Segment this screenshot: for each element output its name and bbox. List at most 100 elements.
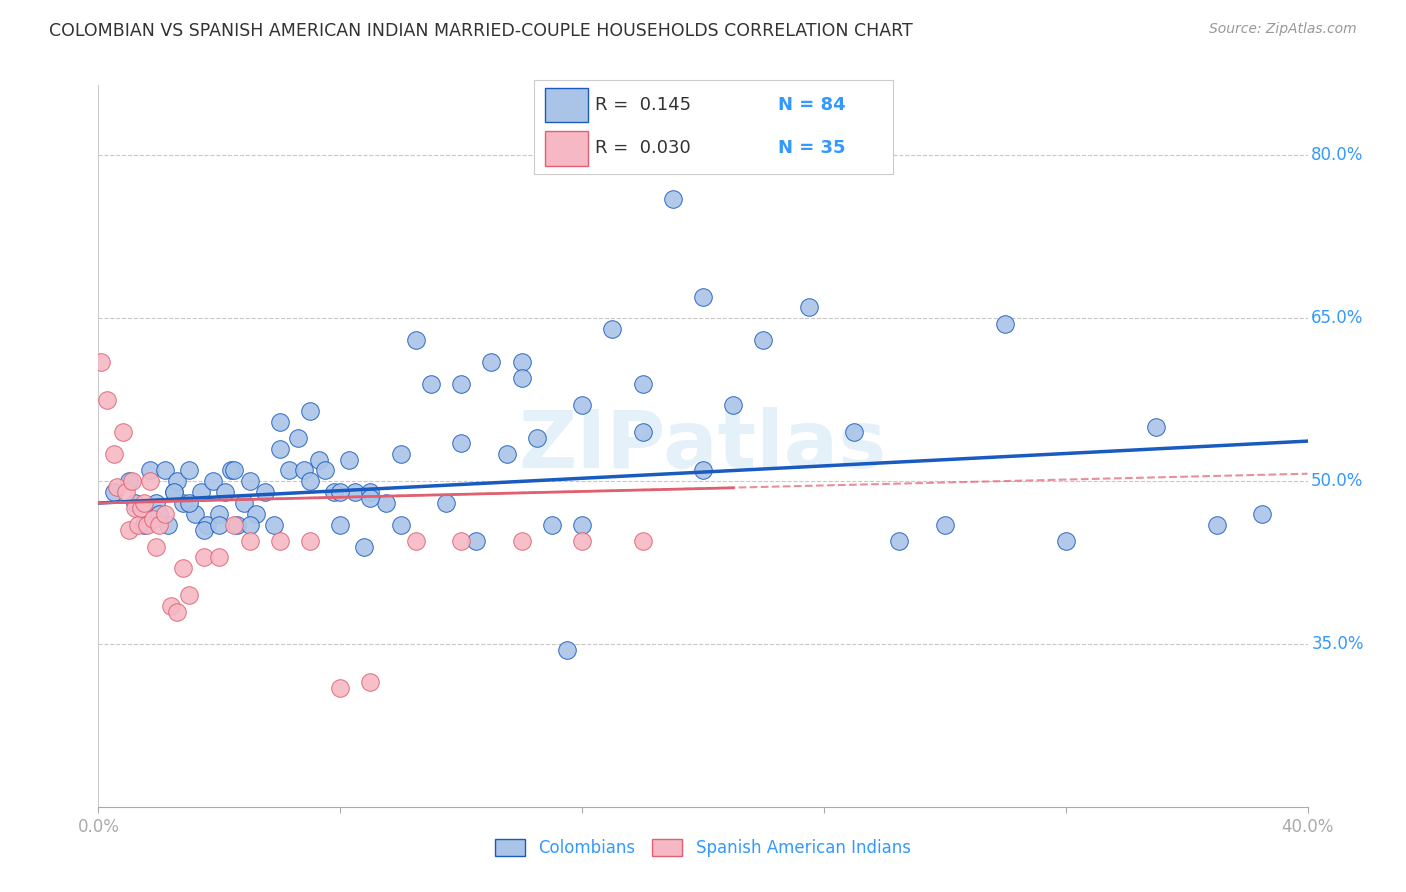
- Point: [389, 447, 412, 461]
- Point: [344, 485, 367, 500]
- Point: [121, 475, 143, 489]
- Point: [148, 507, 170, 521]
- Point: [135, 517, 157, 532]
- Point: [129, 501, 152, 516]
- Point: [208, 550, 231, 565]
- Point: [105, 480, 128, 494]
- Text: R =  0.145: R = 0.145: [595, 95, 692, 113]
- Legend: Colombians, Spanish American Indians: Colombians, Spanish American Indians: [489, 832, 917, 864]
- Text: N = 35: N = 35: [778, 139, 845, 157]
- Point: [405, 534, 427, 549]
- Point: [156, 517, 179, 532]
- Point: [277, 463, 299, 477]
- Point: [389, 517, 412, 532]
- Point: [292, 463, 315, 477]
- Point: [132, 517, 155, 532]
- Point: [299, 534, 322, 549]
- Point: [224, 463, 246, 477]
- Point: [166, 475, 188, 489]
- Point: [166, 605, 188, 619]
- Point: [934, 517, 956, 532]
- Point: [314, 463, 336, 477]
- Point: [692, 290, 714, 304]
- Point: [450, 534, 472, 549]
- Point: [1251, 507, 1274, 521]
- Point: [329, 681, 352, 695]
- Point: [481, 355, 503, 369]
- Point: [287, 431, 309, 445]
- Point: [752, 333, 775, 347]
- Point: [163, 485, 186, 500]
- Point: [224, 517, 246, 532]
- Point: [214, 485, 236, 500]
- Point: [308, 452, 330, 467]
- FancyBboxPatch shape: [546, 87, 588, 122]
- Point: [179, 463, 201, 477]
- Point: [1054, 534, 1077, 549]
- Point: [1144, 420, 1167, 434]
- Point: [299, 475, 322, 489]
- Point: [844, 425, 866, 440]
- Point: [692, 463, 714, 477]
- Point: [239, 534, 262, 549]
- Point: [602, 322, 624, 336]
- Point: [269, 442, 291, 456]
- Point: [202, 475, 225, 489]
- Point: [269, 415, 291, 429]
- Point: [239, 475, 262, 489]
- Point: [329, 517, 352, 532]
- Point: [96, 392, 118, 407]
- Point: [661, 192, 683, 206]
- Point: [148, 517, 170, 532]
- Point: [208, 507, 231, 521]
- Text: 65.0%: 65.0%: [1312, 310, 1364, 327]
- Point: [360, 491, 382, 505]
- Point: [337, 452, 360, 467]
- Text: N = 84: N = 84: [778, 95, 845, 113]
- Point: [172, 496, 194, 510]
- Point: [405, 333, 427, 347]
- Point: [263, 517, 285, 532]
- Point: [631, 534, 654, 549]
- FancyBboxPatch shape: [546, 131, 588, 166]
- Text: 80.0%: 80.0%: [1312, 146, 1364, 164]
- Point: [555, 642, 578, 657]
- Point: [510, 534, 533, 549]
- Point: [179, 496, 201, 510]
- Point: [510, 371, 533, 385]
- Point: [142, 512, 165, 526]
- Point: [153, 507, 176, 521]
- Point: [132, 496, 155, 510]
- Point: [994, 317, 1017, 331]
- Point: [797, 301, 820, 315]
- Point: [139, 463, 162, 477]
- Point: [889, 534, 911, 549]
- Point: [195, 517, 218, 532]
- Point: [434, 496, 457, 510]
- Point: [465, 534, 488, 549]
- Point: [111, 425, 134, 440]
- Point: [90, 355, 112, 369]
- Point: [184, 507, 207, 521]
- Point: [193, 550, 215, 565]
- Point: [571, 398, 593, 412]
- Point: [179, 588, 201, 602]
- Point: [103, 447, 125, 461]
- Point: [127, 517, 149, 532]
- Text: 35.0%: 35.0%: [1312, 635, 1364, 653]
- Point: [571, 534, 593, 549]
- Point: [163, 485, 186, 500]
- Point: [139, 475, 162, 489]
- Point: [118, 523, 141, 537]
- Point: [145, 540, 167, 554]
- Point: [226, 517, 249, 532]
- Point: [221, 463, 243, 477]
- Point: [118, 475, 141, 489]
- Point: [571, 517, 593, 532]
- Point: [239, 517, 262, 532]
- Point: [232, 496, 254, 510]
- Point: [253, 485, 276, 500]
- Point: [114, 485, 136, 500]
- Point: [495, 447, 517, 461]
- Point: [1206, 517, 1229, 532]
